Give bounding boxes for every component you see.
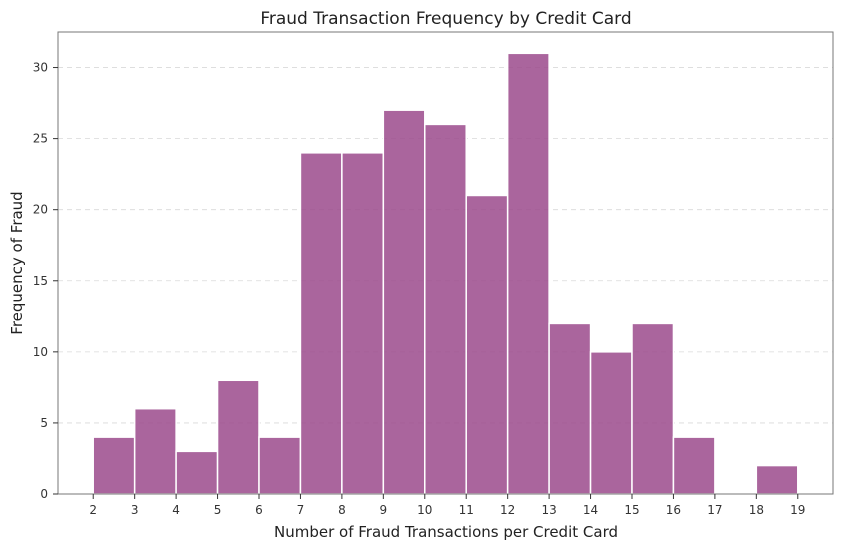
histogram-bar <box>672 436 716 495</box>
x-tick-label: 5 <box>214 503 222 517</box>
x-tick-label: 9 <box>380 503 388 517</box>
x-tick-label: 12 <box>500 503 515 517</box>
y-tick-label: 30 <box>33 61 48 75</box>
x-tick-label: 4 <box>172 503 180 517</box>
x-tick-label: 13 <box>541 503 556 517</box>
chart-title: Fraud Transaction Frequency by Credit Ca… <box>260 9 631 29</box>
x-axis-ticks: 2 3 4 5 6 7 8 9 10 11 12 13 14 15 16 17 18 19 <box>89 494 805 517</box>
x-tick-label: 10 <box>417 503 432 517</box>
histogram-bar <box>506 52 550 495</box>
x-tick-label: 6 <box>255 503 263 517</box>
x-tick-label: 11 <box>459 503 474 517</box>
histogram-bar <box>341 152 385 495</box>
histogram-bar <box>258 436 302 495</box>
histogram-bar <box>92 436 136 495</box>
histogram-bar <box>133 407 177 495</box>
histogram-bar <box>216 379 260 495</box>
y-tick-label: 25 <box>33 132 48 146</box>
x-tick-label: 16 <box>666 503 681 517</box>
histogram-bars <box>92 52 799 495</box>
x-tick-label: 2 <box>89 503 97 517</box>
x-tick-label: 8 <box>338 503 346 517</box>
plot-frame <box>57 31 834 495</box>
x-tick-label: 17 <box>707 503 722 517</box>
histogram-bar <box>548 322 592 495</box>
y-tick-label: 10 <box>33 345 48 359</box>
y-tick-label: 5 <box>40 416 48 430</box>
x-tick-label: 14 <box>583 503 598 517</box>
x-tick-label: 7 <box>297 503 305 517</box>
histogram-bar <box>755 464 799 495</box>
x-tick-label: 15 <box>624 503 639 517</box>
y-tick-label: 15 <box>33 274 48 288</box>
y-tick-label: 20 <box>33 203 48 217</box>
histogram-bar <box>299 152 343 495</box>
histogram-bar <box>382 109 426 495</box>
x-tick-label: 19 <box>790 503 805 517</box>
histogram-bar <box>424 123 467 495</box>
histogram-bar <box>175 450 219 495</box>
y-axis-ticks: 0 5 10 15 20 25 30 <box>33 61 58 501</box>
x-axis-label: Number of Fraud Transactions per Credit … <box>274 523 618 541</box>
y-axis-label: Frequency of Fraud <box>8 191 26 334</box>
histogram-bar <box>465 194 509 495</box>
x-tick-label: 18 <box>749 503 764 517</box>
histogram-bar <box>589 351 633 495</box>
y-tick-label: 0 <box>40 487 48 501</box>
histogram-bar <box>631 322 675 495</box>
x-tick-label: 3 <box>131 503 139 517</box>
